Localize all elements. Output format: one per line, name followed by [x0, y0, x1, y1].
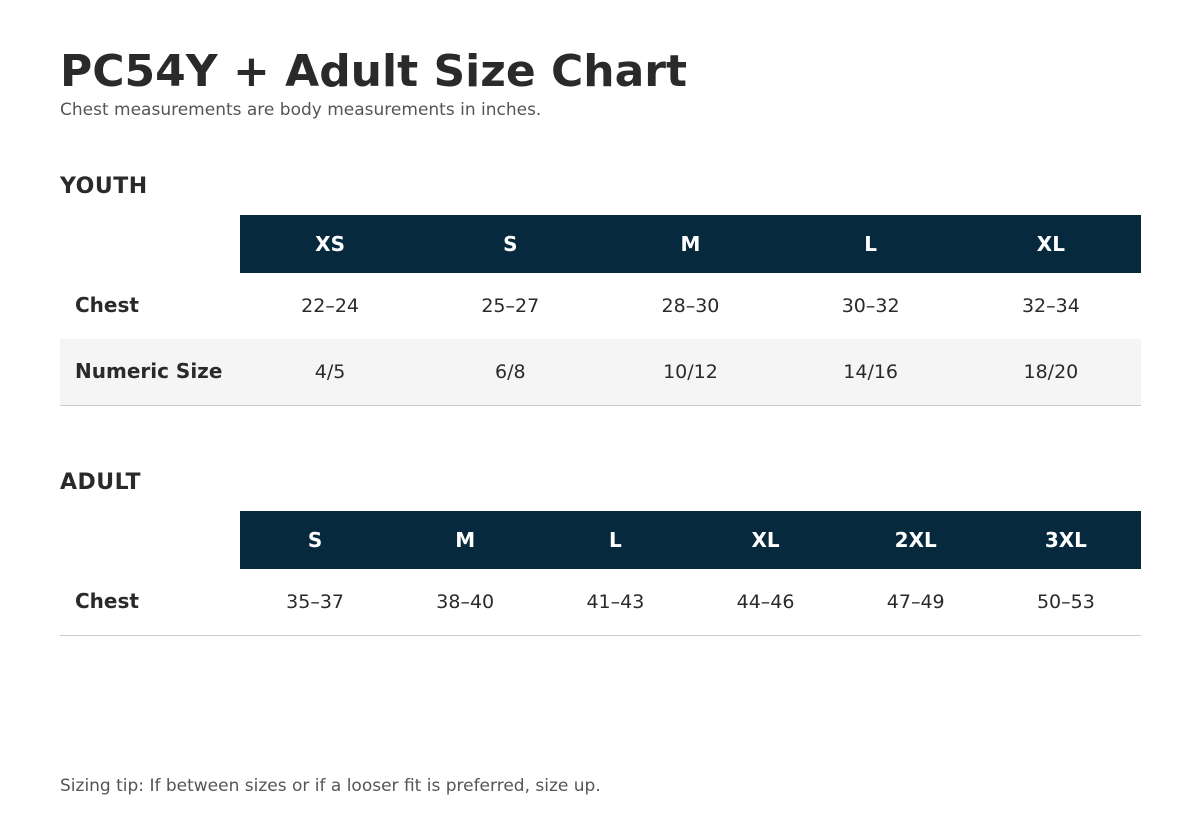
youth-size-table: XS S M L XL Chest 22–24 25–27 28–30 30–3… [60, 215, 1141, 406]
table-cell: 25–27 [481, 295, 540, 317]
page-subtitle: Chest measurements are body measurements… [60, 100, 542, 120]
row-label: Chest [75, 293, 139, 317]
table-cell: 6/8 [420, 339, 601, 406]
row-label: Chest [60, 569, 240, 636]
adult-size-header: XL [690, 511, 841, 569]
table-cell: 41–43 [540, 569, 691, 636]
youth-numeric-size-row: Numeric Size 4/5 6/8 10/12 14/16 18/20 [60, 339, 1141, 406]
row-label: Numeric Size [60, 339, 240, 406]
youth-size-header: XL [960, 215, 1141, 273]
youth-size-header: L [780, 215, 961, 273]
table-cell: 50–53 [990, 569, 1141, 636]
adult-corner-cell [60, 511, 240, 569]
youth-chest-row: Chest 22–24 25–27 28–30 30–32 32–34 [60, 273, 1141, 339]
table-cell: 35–37 [240, 569, 391, 636]
table-cell: 28–30 [661, 295, 720, 317]
adult-size-header: 2XL [840, 511, 991, 569]
table-cell: 14/16 [780, 339, 961, 406]
table-cell: 4/5 [240, 339, 421, 406]
adult-section-heading: ADULT [60, 470, 142, 495]
youth-size-header: M [600, 215, 781, 273]
table-cell: 47–49 [840, 569, 991, 636]
youth-section-heading: YOUTH [60, 174, 148, 199]
youth-size-header: XS [240, 215, 421, 273]
table-cell: 30–32 [841, 295, 900, 317]
youth-size-header: S [420, 215, 601, 273]
table-cell: 22–24 [301, 295, 360, 317]
adult-chest-row: Chest 35–37 38–40 41–43 44–46 47–49 50–5… [60, 569, 1141, 636]
table-cell: 32–34 [1021, 295, 1080, 317]
page-title: PC54Y + Adult Size Chart [60, 46, 688, 97]
adult-size-table: S M L XL 2XL 3XL Chest 35–37 38–40 41–43… [60, 511, 1141, 636]
adult-size-header: S [240, 511, 391, 569]
youth-header-row: XS S M L XL [60, 215, 1141, 273]
sizing-tip: Sizing tip: If between sizes or if a loo… [60, 776, 601, 796]
table-cell: 10/12 [600, 339, 781, 406]
youth-corner-cell [60, 215, 240, 273]
table-cell: 18/20 [960, 339, 1141, 406]
table-cell: 44–46 [690, 569, 841, 636]
adult-size-header: L [540, 511, 691, 569]
table-cell: 38–40 [390, 569, 541, 636]
adult-size-header: M [390, 511, 541, 569]
adult-header-row: S M L XL 2XL 3XL [60, 511, 1141, 569]
adult-size-header: 3XL [990, 511, 1141, 569]
